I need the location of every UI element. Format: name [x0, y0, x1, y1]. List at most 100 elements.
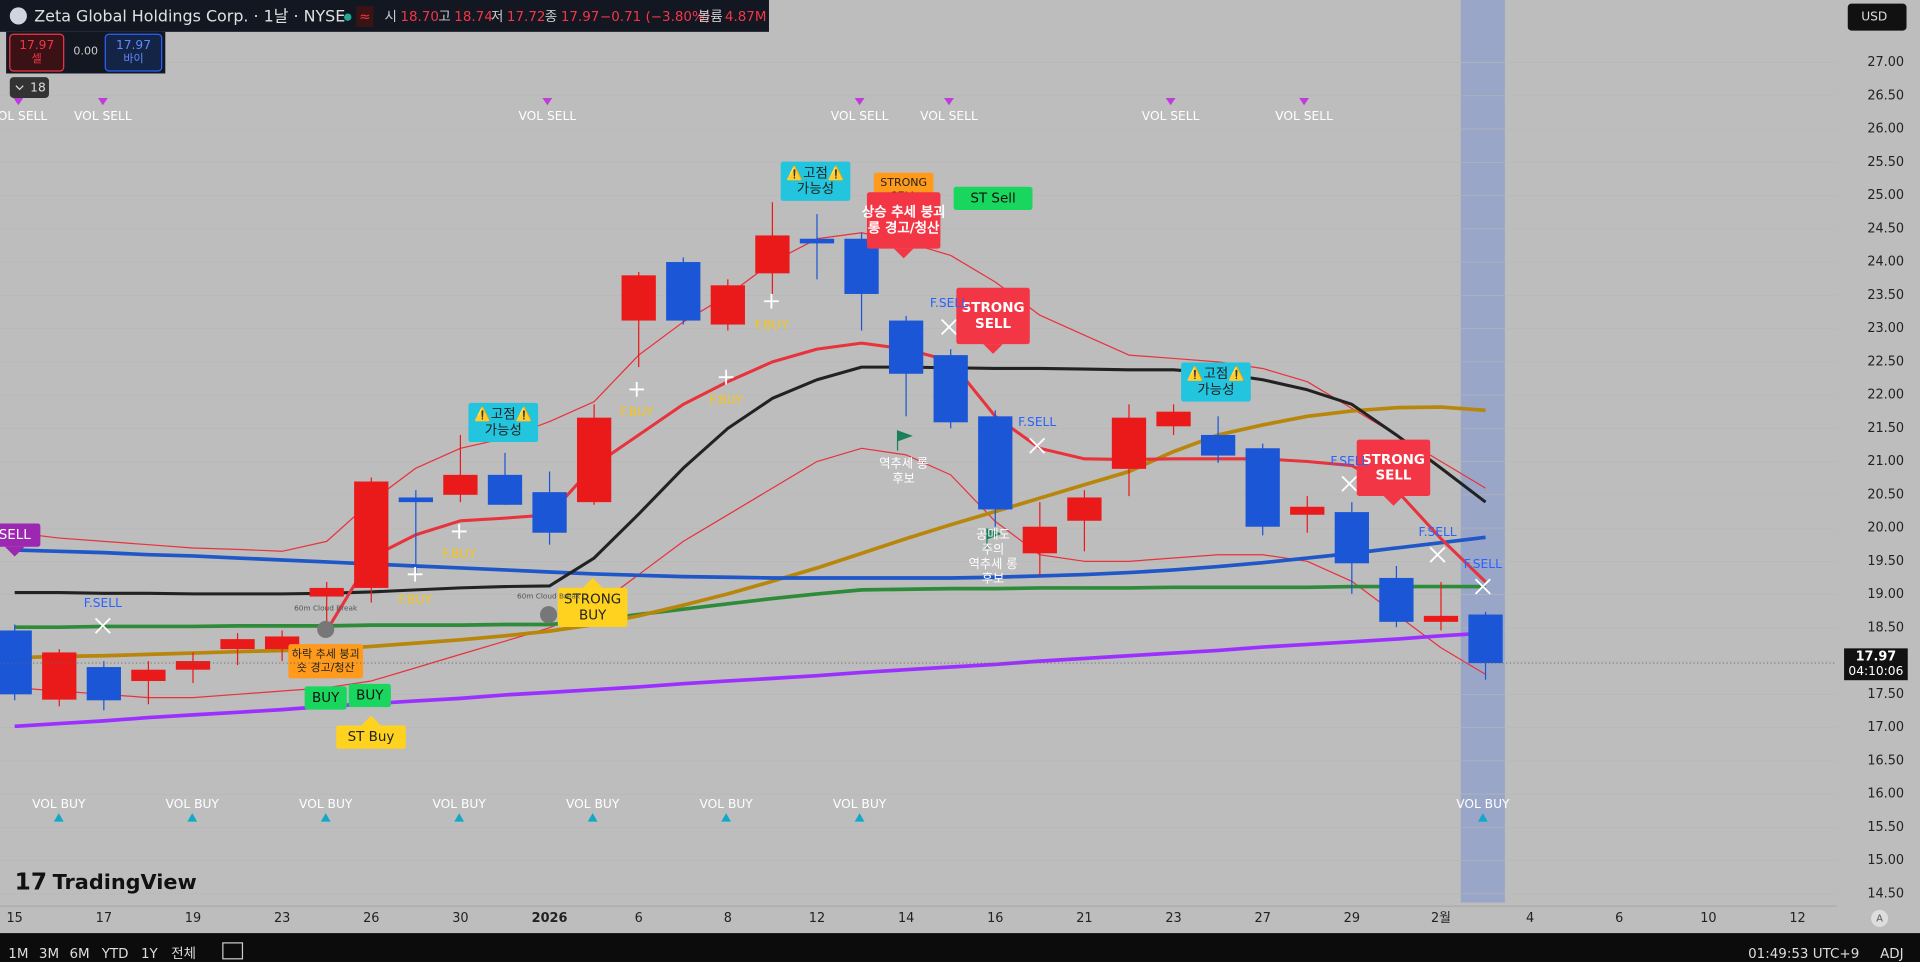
y-tick-label: 23.50 [1867, 288, 1904, 303]
annotation-box [866, 192, 941, 249]
chevron [15, 85, 24, 91]
calendar-icon[interactable] [222, 942, 244, 960]
annotation-pointer [983, 344, 1003, 354]
buy-triangle [320, 813, 331, 822]
annotation-text: SELL [1375, 469, 1411, 484]
range-button[interactable]: 1Y [141, 947, 159, 962]
sell-triangle [97, 97, 108, 106]
quote-label: 종 [545, 10, 557, 25]
annotation-text: 후보 [982, 572, 1005, 586]
annotation-box [336, 725, 406, 749]
candle-body [1022, 526, 1057, 554]
buy-button[interactable] [104, 33, 163, 72]
annotation-text: F.BUY [442, 547, 476, 561]
annotation-text: VOL SELL [920, 109, 978, 123]
annotation-box [1181, 362, 1251, 402]
annotation-text: VOL BUY [32, 797, 86, 811]
y-tick-label: 21.50 [1867, 421, 1904, 436]
annotation-box [1356, 439, 1431, 496]
candle-body [1423, 615, 1459, 622]
annotation-text: 역추세 롱 [969, 557, 1018, 571]
annotation-text: VOL BUY [566, 797, 620, 811]
plus-marker [629, 382, 645, 397]
candle-body [1468, 614, 1503, 664]
y-tick-label: 19.50 [1867, 554, 1904, 569]
candle-body [354, 481, 389, 588]
indicator-line [14, 405, 1486, 660]
quote-label: 고 [438, 10, 450, 25]
y-tick-label: 22.00 [1867, 388, 1904, 403]
annotation-text: VOL SELL [0, 109, 47, 123]
buy-price: 17.97 [116, 38, 151, 52]
x-tick-label: 4 [1526, 911, 1534, 926]
x-tick-label: 12 [1789, 911, 1805, 926]
quote-label: 시 [384, 10, 396, 25]
cross-marker [94, 617, 111, 634]
candle-body [1067, 497, 1102, 521]
annotation-text: 가능성 [485, 422, 522, 438]
annotation-box [780, 161, 851, 201]
x-tick-label: 14 [898, 911, 914, 926]
annotation-box [956, 287, 1030, 345]
range-button[interactable]: 3M [39, 947, 59, 962]
annotation-pointer [361, 715, 381, 726]
indicator-line [14, 447, 1486, 699]
annotation-text: 후보 [892, 471, 915, 485]
annotation-pointer [1383, 495, 1404, 506]
range-button[interactable]: 전체 [171, 946, 196, 962]
candle-body [1245, 448, 1280, 527]
cloud-dot [540, 606, 558, 624]
annotation-box [557, 587, 628, 627]
y-tick-label: 25.00 [1867, 188, 1904, 203]
y-tick-label: 16.50 [1867, 753, 1904, 768]
sell-triangle [854, 97, 865, 106]
countdown: 04:10:06 [1848, 664, 1903, 678]
annotation-text: STRONG [1362, 453, 1425, 468]
x-tick-label: 27 [1255, 911, 1271, 926]
last-price-label: 17.97 [1856, 649, 1897, 664]
plot-area: VOL SELL VOL SELL VOL SELL VOL SELL VOL SELL… [0, 62, 1837, 895]
currency-button[interactable] [1847, 3, 1907, 31]
annotation-text: VOL BUY [1456, 797, 1510, 811]
annotation-text: 하락 추세 붕괴 [292, 647, 360, 661]
last-price-box [1844, 648, 1908, 681]
candle-body [933, 355, 968, 423]
candle-body [621, 275, 656, 321]
annotation-text: VOL SELL [831, 109, 889, 123]
cross-marker [940, 318, 957, 335]
adj[interactable]: ADJ [1880, 947, 1904, 962]
sell-button[interactable] [9, 33, 65, 72]
cross-marker [1341, 475, 1358, 492]
indicator-toggle[interactable] [9, 77, 49, 98]
buy-triangle [721, 813, 732, 822]
annotation-text: BUY [312, 691, 340, 706]
y-tick-label: 18.50 [1867, 620, 1904, 635]
x-tick-label: 2026 [532, 911, 568, 926]
x-tick-label: 26 [363, 911, 379, 926]
x-tick-label: 23 [274, 911, 290, 926]
annotation-box [304, 686, 347, 710]
annotation-text: F.BUY [755, 318, 789, 332]
annotation-text: VOL SELL [74, 109, 132, 123]
plus-marker [407, 566, 423, 582]
annotation-text: F.SELL [1464, 557, 1502, 571]
annotation-text: F.SELL [1330, 454, 1368, 468]
x-tick-label: 15 [7, 911, 23, 926]
sell-triangle [1299, 97, 1309, 106]
x-tick-label: 29 [1344, 911, 1360, 926]
quote-change: −0.71 (−3.80%) [600, 10, 710, 25]
range-button[interactable]: 1M [8, 947, 28, 962]
range-button[interactable]: YTD [101, 947, 129, 962]
auto-scale[interactable] [1871, 909, 1889, 927]
candle-body [131, 669, 166, 682]
annotation-text: SELL [975, 317, 1011, 332]
range-button[interactable]: 6M [70, 947, 90, 962]
annotation-text: 롱 경고/청산 [868, 219, 940, 236]
annotation-text: VOL BUY [699, 797, 753, 811]
plus-marker [764, 293, 779, 309]
x-tick-label: 21 [1076, 911, 1092, 926]
annotation-text: VOL SELL [519, 109, 577, 123]
candle-body [175, 661, 211, 670]
x-tick-label: 2월 [1431, 911, 1451, 926]
